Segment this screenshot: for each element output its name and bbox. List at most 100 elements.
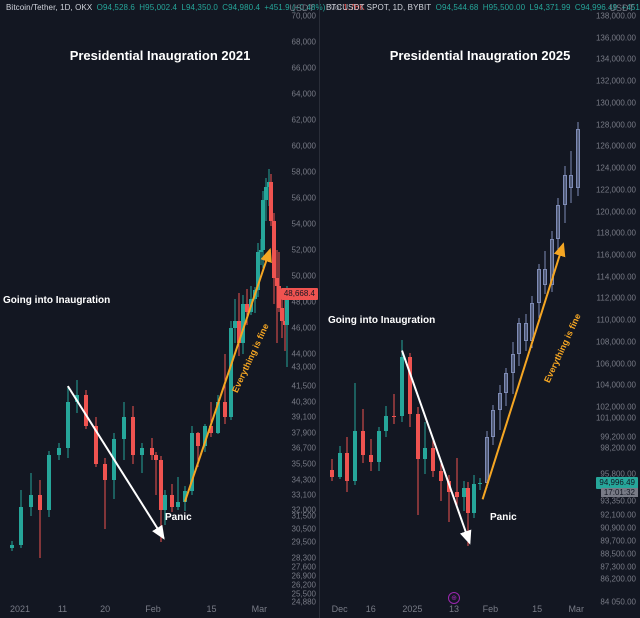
y-tick: 136,000.00 [596,33,636,42]
trend-arrow [324,16,584,602]
y-tick: 120,000.00 [596,207,636,216]
candle [154,452,158,495]
y-tick: 46,000 [292,323,316,332]
y-tick: 64,000 [292,89,316,98]
candle [209,402,213,437]
y-tick: 30,500 [292,525,316,534]
x-tick: Dec [332,604,348,614]
y-tick: 26,200 [292,580,316,589]
candle [556,198,560,253]
candle [530,296,534,348]
candle [491,405,495,445]
y-tick: 31,500 [292,512,316,521]
candle [455,458,459,506]
trend-arrow [4,16,270,602]
x-tick: 2021 [10,604,30,614]
candle [400,340,404,423]
x-tick: 11 [58,604,67,614]
candle [478,478,482,490]
candle [10,541,14,551]
y-tick: 114,000.00 [597,272,636,281]
y-axis-right: 138,000.00136,000.00134,000.00132,000.00… [586,16,640,602]
annotation-panic-left: Panic [165,512,192,523]
y-tick: 126,000.00 [596,142,636,151]
y-tick: 68,000 [292,37,316,46]
candle [377,427,381,472]
candle [183,486,187,511]
y-axis-left: 70,00068,00066,00064,00062,00060,00058,0… [272,16,320,602]
candle [122,402,126,460]
y-tick: 56,000 [292,193,316,202]
y-tick: 58,000 [292,167,316,176]
y-tick: 40,300 [292,397,316,406]
y-tick: 36,700 [292,444,316,453]
y-tick: 104,000.00 [596,381,636,390]
candle [447,475,451,522]
candle [563,166,567,224]
candle [569,151,573,203]
candle [472,475,476,517]
candle [112,433,116,499]
y-tick: 28,300 [292,553,316,562]
candle [19,490,23,548]
chart-area-right[interactable] [324,16,584,602]
y-tick: 122,000.00 [596,185,636,194]
y-tick: 35,500 [292,460,316,469]
candle [170,484,174,513]
candle [498,385,502,430]
x-tick: 16 [366,604,376,614]
candle [345,437,349,491]
x-tick: 15 [532,604,542,614]
candle [576,122,580,196]
y-tick: 98,200.00 [600,444,636,453]
ohlc-h: H95,500.00 [483,3,525,12]
marker-icon[interactable]: ⊕ [448,592,460,604]
ohlc-o: O94,528.6 [97,3,135,12]
y-tick: 60,000 [292,141,316,150]
candle [423,422,427,474]
candle [408,353,412,427]
y-tick: 112,000.00 [597,294,636,303]
ohlc-c: C94,980.4 [222,3,260,12]
candle [196,432,200,467]
candle [47,451,51,517]
ticker-right: BTCUSDT SPOT, 1D, BYBIT O94,544.68 H95,5… [326,3,640,12]
annotation-going-right: Going into Inaugration [328,315,435,326]
pair: Bitcoin/Tether, 1D, OKX [6,3,92,12]
y-tick: 26,900 [292,571,316,580]
candle [338,446,342,479]
y-tick: 116,000.00 [597,250,636,259]
y-tick: 92,100.00 [600,510,636,519]
candle [57,443,61,460]
x-tick: Feb [145,604,161,614]
y-tick: 34,300 [292,475,316,484]
ohlc-l: L94,350.0 [181,3,218,12]
x-tick: Mar [568,604,584,614]
ohlc-o: O94,544.68 [436,3,479,12]
ohlc-l: L94,371.99 [529,3,570,12]
x-tick: Feb [483,604,499,614]
candle [38,480,42,558]
y-tick: 44,000 [292,349,316,358]
x-axis-left: 20211120Feb15Mar [4,604,270,616]
y-tick: 124,000.00 [596,164,636,173]
candle [203,424,207,453]
y-tick: 108,000.00 [596,337,636,346]
y-tick: 54,000 [292,219,316,228]
candle [517,318,521,366]
y-tick: 39,100 [292,413,316,422]
y-tick: 118,000.00 [597,229,636,238]
candle [361,409,365,463]
y-tick: 128,000.00 [596,120,636,129]
candle [176,477,180,509]
y-tick: 24,880 [292,598,316,607]
y-tick: 29,500 [292,537,316,546]
candle [439,460,443,501]
y-tick: 41,500 [292,382,316,391]
x-tick: 15 [206,604,216,614]
y-tick: 138,000.00 [596,12,636,21]
x-axis-right: Dec16202513Feb15Mar [324,604,584,616]
candle [431,437,435,476]
candle [369,439,373,472]
chart-area-left[interactable] [4,16,270,602]
